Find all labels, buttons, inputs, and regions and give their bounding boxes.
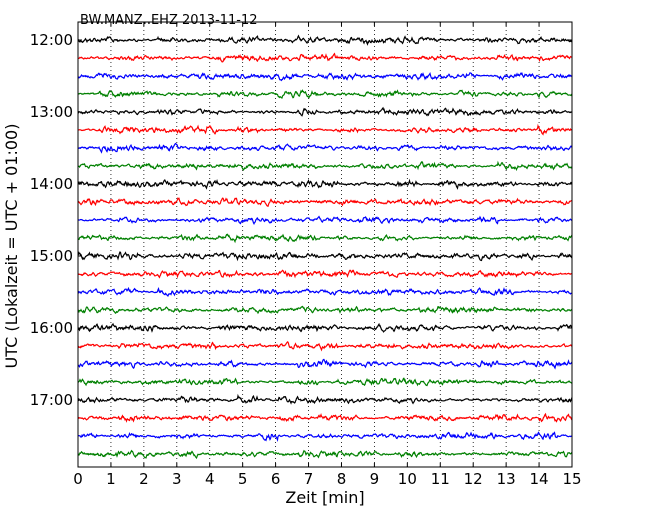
traces (77, 34, 573, 460)
axis-ticks: 0 1 2 3 4 5 6 7 8 9 10 11 12 13 14 1512:0013:0014:0015:… (30, 22, 582, 488)
trace-line (77, 358, 573, 370)
trace-line (77, 305, 573, 315)
x-tick-label: 11 (431, 470, 450, 488)
y-tick-label: 14:00 (30, 175, 73, 193)
x-tick-label: 7 (304, 470, 314, 488)
x-axis-label: Zeit [min] (285, 488, 364, 507)
trace-line (77, 123, 573, 136)
trace-line (77, 377, 573, 387)
x-tick-label: 9 (370, 470, 380, 488)
trace-line (77, 106, 573, 117)
trace-line (77, 251, 573, 262)
trace-line (77, 286, 573, 297)
trace-line (77, 269, 573, 279)
x-tick-label: 8 (337, 470, 347, 488)
x-tick-label: 12 (464, 470, 483, 488)
x-tick-label: 15 (562, 470, 581, 488)
y-tick-label: 16:00 (30, 319, 73, 337)
x-tick-label: 1 (106, 470, 116, 488)
x-tick-label: 13 (497, 470, 516, 488)
x-tick-label: 10 (398, 470, 417, 488)
trace-line (77, 71, 573, 82)
x-tick-label: 2 (139, 470, 149, 488)
trace-line (77, 89, 573, 99)
trace-line (77, 393, 573, 405)
x-tick-label: 3 (172, 470, 182, 488)
trace-line (77, 34, 573, 46)
y-tick-label: 13:00 (30, 103, 73, 121)
chart-title: BW.MANZ..EHZ 2013-11-12 (80, 13, 258, 28)
trace-line (77, 412, 573, 423)
trace-line (77, 341, 573, 352)
trace-line (77, 142, 573, 154)
trace-line (77, 197, 573, 207)
y-axis-label: UTC (Lokalzeit = UTC + 01:00) (2, 124, 21, 369)
x-tick-label: 0 (73, 470, 83, 488)
y-tick-label: 15:00 (30, 247, 73, 265)
trace-line (77, 431, 573, 442)
x-tick-label: 5 (238, 470, 248, 488)
x-tick-label: 14 (530, 470, 549, 488)
trace-line (77, 178, 573, 190)
plot-frame (77, 21, 573, 468)
trace-line (77, 233, 573, 244)
trace-line (77, 52, 573, 63)
y-tick-label: 12:00 (30, 31, 73, 49)
trace-line (77, 215, 573, 226)
x-tick-label: 6 (271, 470, 281, 488)
trace-line (77, 160, 573, 172)
trace-line (77, 449, 573, 460)
y-tick-label: 17:00 (30, 391, 73, 409)
trace-line (77, 322, 573, 333)
x-tick-label: 4 (205, 470, 215, 488)
